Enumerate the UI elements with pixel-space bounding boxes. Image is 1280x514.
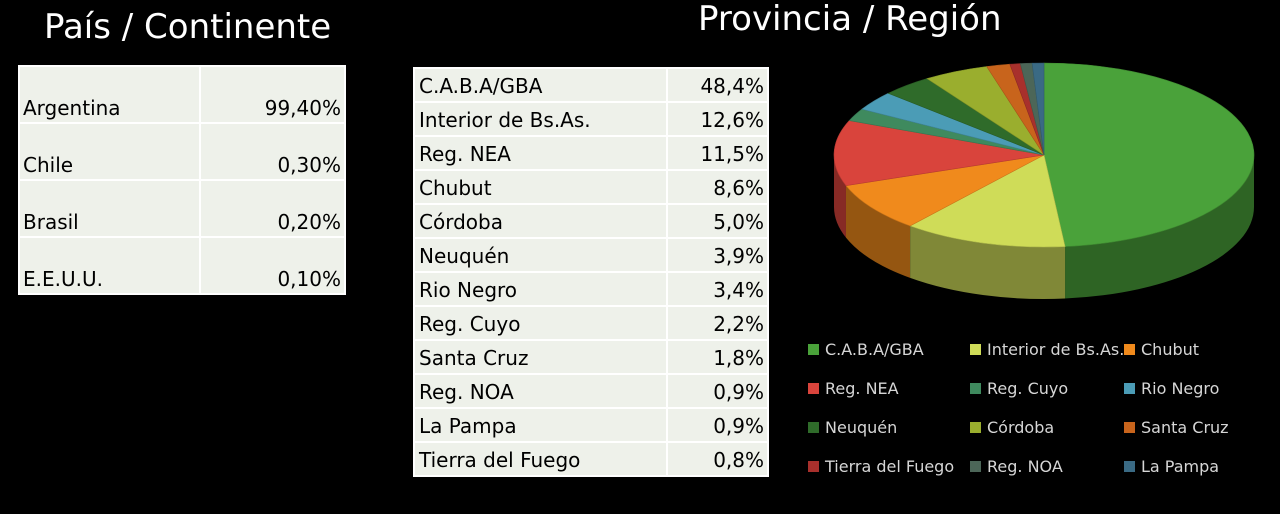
table-row: La Pampa 0,9% [413,407,770,443]
province-value: 12,6% [665,101,770,137]
legend-item: Reg. NOA [970,457,1063,476]
province-name: Córdoba [413,203,668,239]
country-value: 0,10% [199,236,346,295]
table-row: Interior de Bs.As. 12,6% [413,101,770,137]
legend-item: Neuquén [808,418,897,437]
pie-slice [1043,62,1255,247]
province-name: Rio Negro [413,271,668,307]
province-value: 11,5% [665,135,770,171]
province-value: 0,9% [665,373,770,409]
table-row: Argentina 99,40% [17,65,346,124]
legend-swatch [808,383,819,394]
country-name: Argentina [17,65,202,124]
legend-swatch [970,461,981,472]
province-name: Neuquén [413,237,668,273]
province-name: C.A.B.A/GBA [413,67,668,103]
legend-item: C.A.B.A/GBA [808,340,924,359]
legend-swatch [970,422,981,433]
province-name: Tierra del Fuego [413,441,668,477]
table-row: E.E.U.U. 0,10% [17,236,346,295]
province-value: 3,4% [665,271,770,307]
province-value: 1,8% [665,339,770,375]
pie-slice [1031,62,1045,156]
legend-label: La Pampa [1141,457,1220,476]
table-row: C.A.B.A/GBA 48,4% [413,67,770,103]
country-value: 0,20% [199,179,346,238]
legend-swatch [808,422,819,433]
table-row: Reg. NEA 11,5% [413,135,770,171]
province-name: Santa Cruz [413,339,668,375]
legend-item: Interior de Bs.As. [970,340,1124,359]
pie-slice [833,120,1045,186]
legend-label: Córdoba [987,418,1055,437]
legend-item: Córdoba [970,418,1054,437]
legend-label: Reg. NOA [987,457,1063,476]
table-row: Chile 0,30% [17,122,346,181]
country-name: E.E.U.U. [17,236,202,295]
legend-label: Interior de Bs.As. [987,340,1125,359]
table-row: Córdoba 5,0% [413,203,770,239]
pie-slice [909,154,1066,248]
country-name: Brasil [17,179,202,238]
legend-swatch [1124,461,1135,472]
pie-slice-side [834,155,846,238]
table-row: Reg. NOA 0,9% [413,373,770,409]
country-title: País / Continente [44,7,332,47]
province-name: Reg. NEA [413,135,668,171]
province-name: Reg. Cuyo [413,305,668,341]
province-name: Chubut [413,169,668,205]
pie-chart [833,62,1255,299]
legend-item: Reg. NEA [808,379,899,398]
legend-label: Chubut [1141,340,1200,359]
legend-item: Reg. Cuyo [970,379,1068,398]
province-value: 2,2% [665,305,770,341]
province-value: 0,9% [665,407,770,443]
country-value: 99,40% [199,65,346,124]
province-value: 5,0% [665,203,770,239]
legend-item: Chubut [1124,340,1199,359]
province-table: C.A.B.A/GBA 48,4% Interior de Bs.As. 12,6%… [413,67,770,477]
pie-slice [845,154,1045,227]
table-row: Neuquén 3,9% [413,237,770,273]
legend-item: Tierra del Fuego [808,457,954,476]
country-name: Chile [17,122,202,181]
country-value: 0,30% [199,122,346,181]
legend-swatch [808,344,819,355]
province-name: Reg. NOA [413,373,668,409]
legend-label: Santa Cruz [1141,418,1229,437]
pie-slice-side [1065,155,1254,299]
legend-item: La Pampa [1124,457,1219,476]
legend-item: Santa Cruz [1124,418,1229,437]
legend-label: Tierra del Fuego [825,457,955,476]
province-name: La Pampa [413,407,668,443]
legend-swatch [970,383,981,394]
legend-label: C.A.B.A/GBA [825,340,924,359]
legend-swatch [1124,422,1135,433]
table-row: Santa Cruz 1,8% [413,339,770,375]
legend-label: Reg. NEA [825,379,899,398]
legend-swatch [970,344,981,355]
legend-label: Reg. Cuyo [987,379,1069,398]
table-row: Chubut 8,6% [413,169,770,205]
legend-swatch [808,461,819,472]
legend-label: Neuquén [825,418,898,437]
table-row: Tierra del Fuego 0,8% [413,441,770,477]
legend-swatch [1124,383,1135,394]
legend-label: Rio Negro [1141,379,1220,398]
table-row: Reg. Cuyo 2,2% [413,305,770,341]
country-table: Argentina 99,40% Chile 0,30% Brasil 0,20% E… [17,65,346,295]
legend-swatch [1124,344,1135,355]
province-value: 3,9% [665,237,770,273]
province-title: Provincia / Región [698,0,1002,39]
pie-slice-side [845,185,911,278]
province-value: 8,6% [665,169,770,205]
province-name: Interior de Bs.As. [413,101,668,137]
table-row: Brasil 0,20% [17,179,346,238]
province-value: 48,4% [665,67,770,103]
table-row: Rio Negro 3,4% [413,271,770,307]
province-value: 0,8% [665,441,770,477]
legend-item: Rio Negro [1124,379,1219,398]
pie-slice-side [910,225,1066,299]
